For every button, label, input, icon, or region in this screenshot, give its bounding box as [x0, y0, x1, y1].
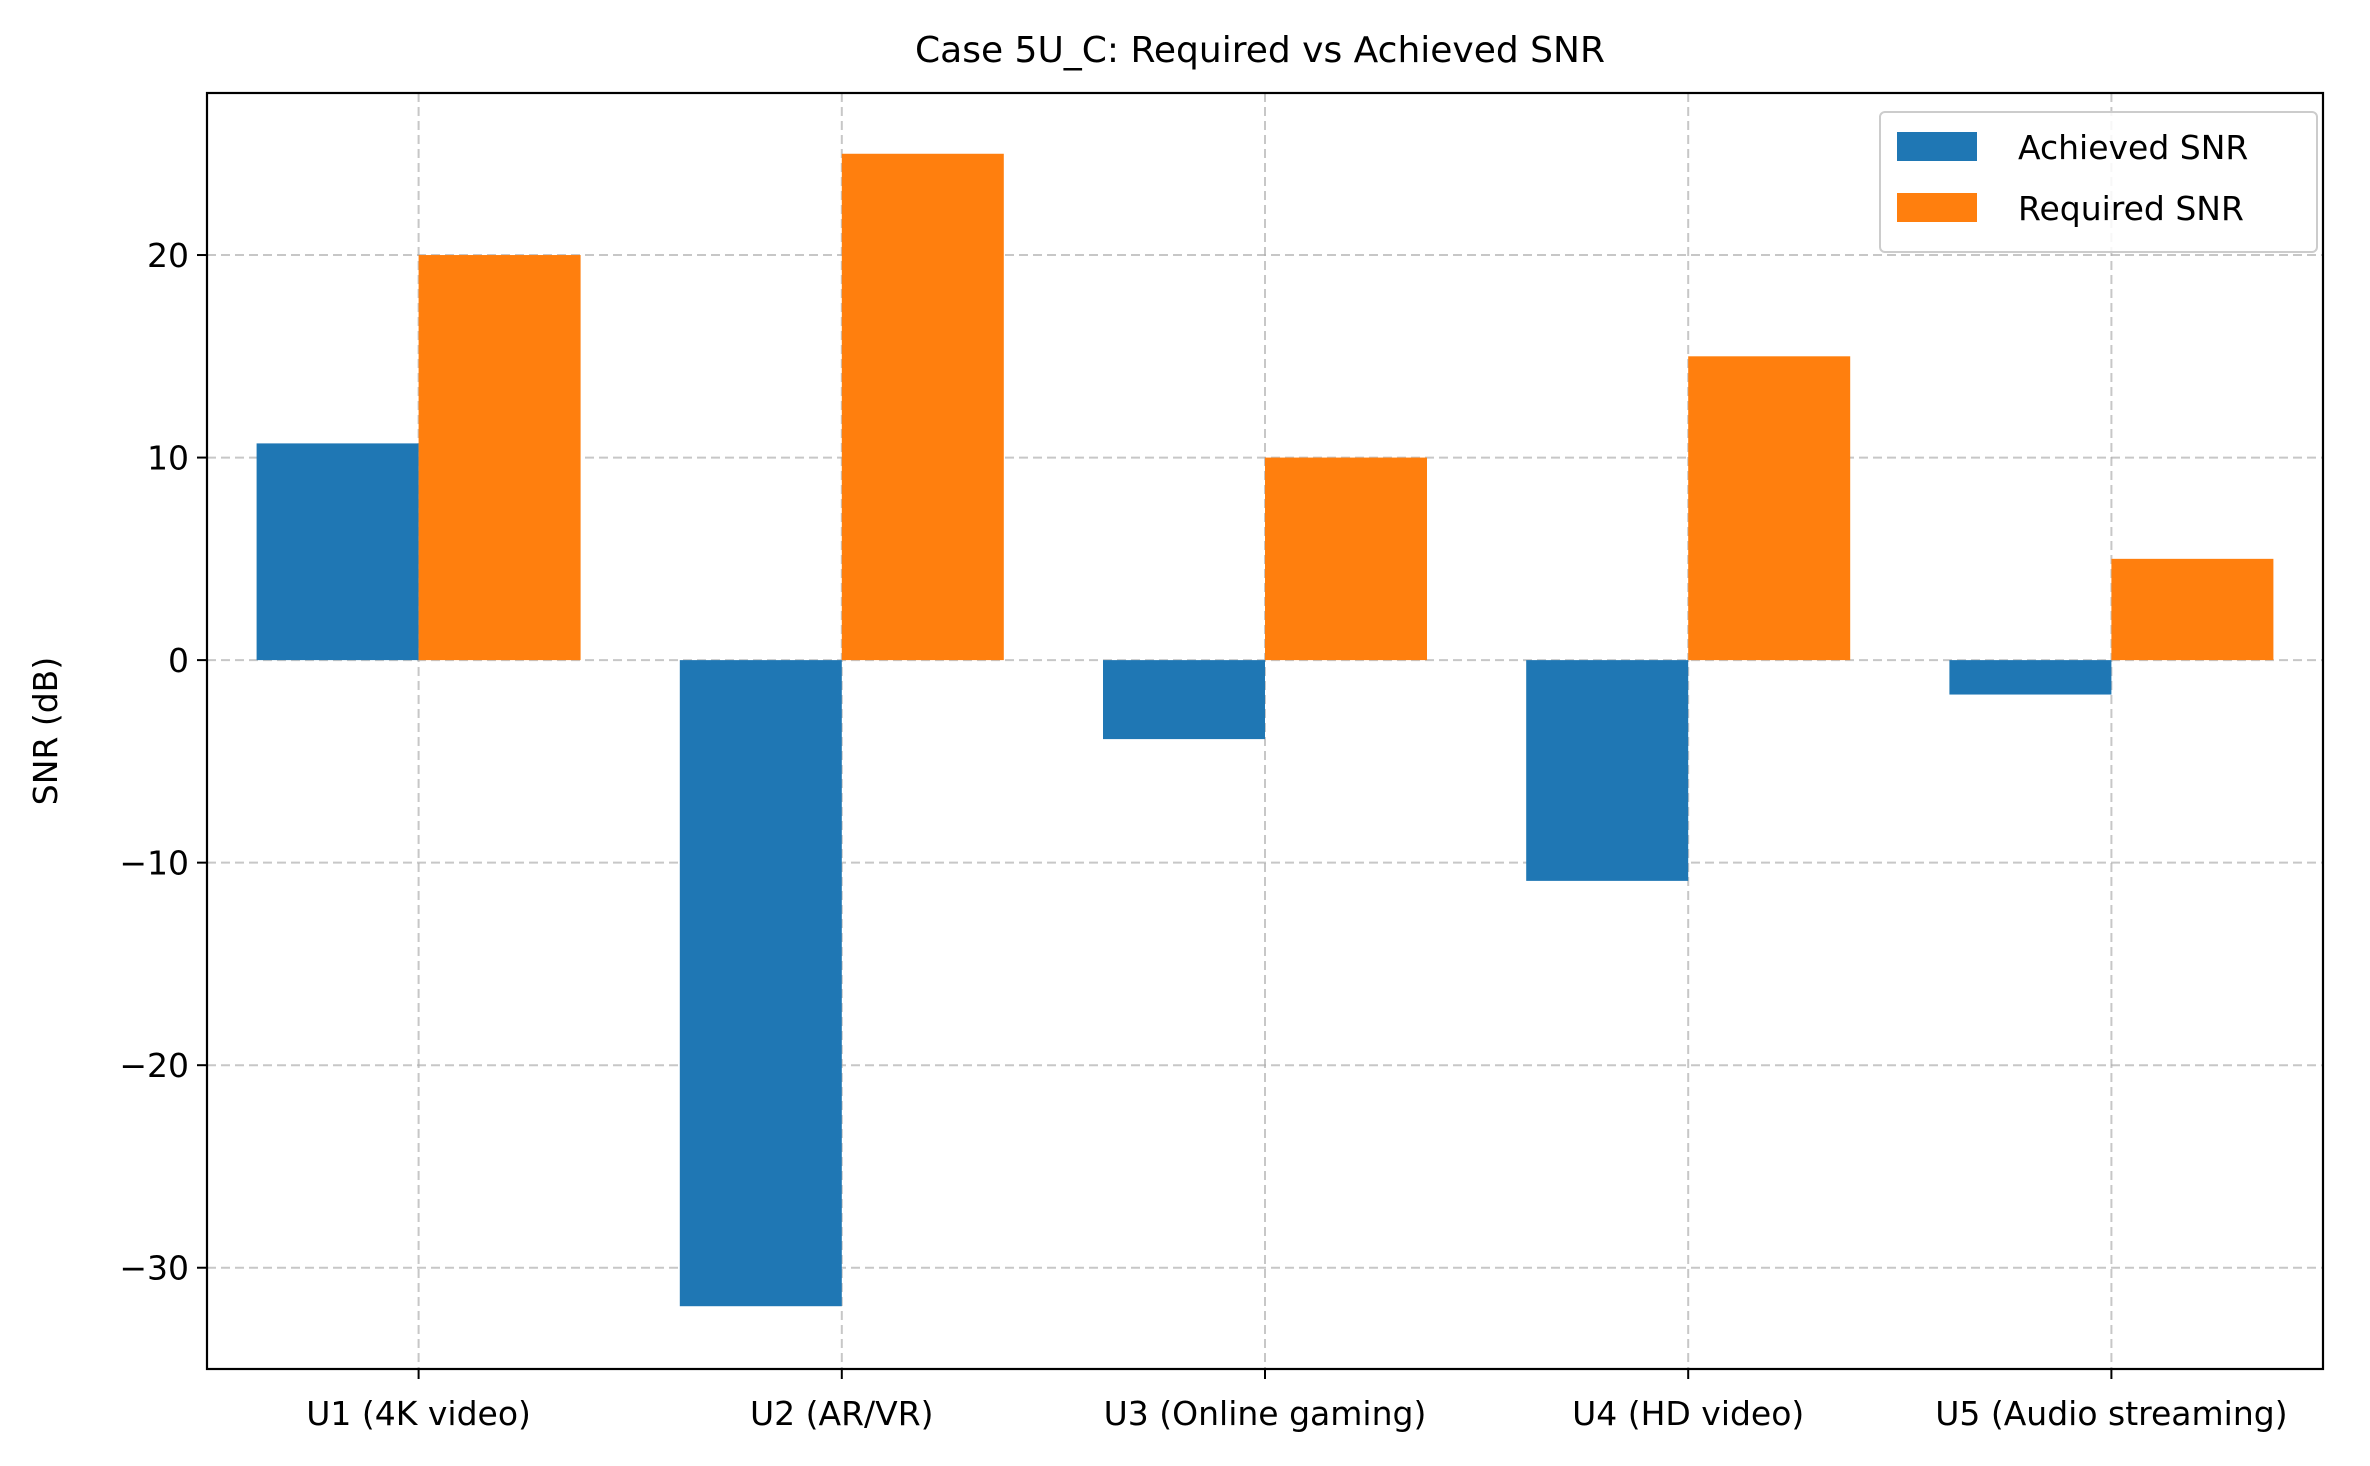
legend-swatch-achieved	[1897, 132, 1977, 161]
legend: Achieved SNR Required SNR	[1879, 111, 2318, 253]
y-tick-label: 20	[147, 236, 189, 275]
y-axis-ticks: −30 −20 −10 0 10 20	[119, 236, 207, 1288]
y-axis-label: SNR (dB)	[26, 657, 65, 805]
bar-required-2	[841, 153, 1004, 661]
chart-title: Case 5U_C: Required vs Achieved SNR	[915, 30, 1605, 71]
x-axis-ticks: U1 (4K video) U2 (AR/VR) U3 (Online gaming…	[306, 1369, 2288, 1433]
x-tick-label: U1 (4K video)	[306, 1394, 531, 1433]
legend-label-achieved: Achieved SNR	[2018, 128, 2248, 167]
y-tick-label: 0	[168, 641, 189, 680]
bar-required-1	[418, 255, 581, 661]
y-tick-label: −10	[119, 844, 189, 883]
x-tick-label: U2 (AR/VR)	[750, 1394, 934, 1433]
legend-swatch-required	[1897, 193, 1977, 222]
bar-achieved-2	[679, 660, 842, 1307]
x-tick-label: U5 (Audio streaming)	[1935, 1394, 2287, 1433]
bar-required-3	[1265, 457, 1427, 661]
bars	[256, 153, 2274, 1307]
y-tick-label: 10	[147, 439, 189, 478]
y-tick-label: −30	[119, 1249, 189, 1288]
bar-achieved-4	[1526, 660, 1689, 881]
legend-box	[1879, 111, 2318, 253]
bar-required-4	[1688, 356, 1851, 661]
bar-required-5	[2111, 558, 2274, 661]
bar-achieved-3	[1103, 660, 1265, 740]
legend-label-required: Required SNR	[2018, 189, 2244, 228]
x-tick-label: U4 (HD video)	[1572, 1394, 1804, 1433]
y-tick-label: −20	[119, 1046, 189, 1085]
bar-achieved-5	[1949, 660, 2112, 695]
x-tick-label: U3 (Online gaming)	[1104, 1394, 1427, 1433]
bar-achieved-1	[256, 443, 419, 661]
